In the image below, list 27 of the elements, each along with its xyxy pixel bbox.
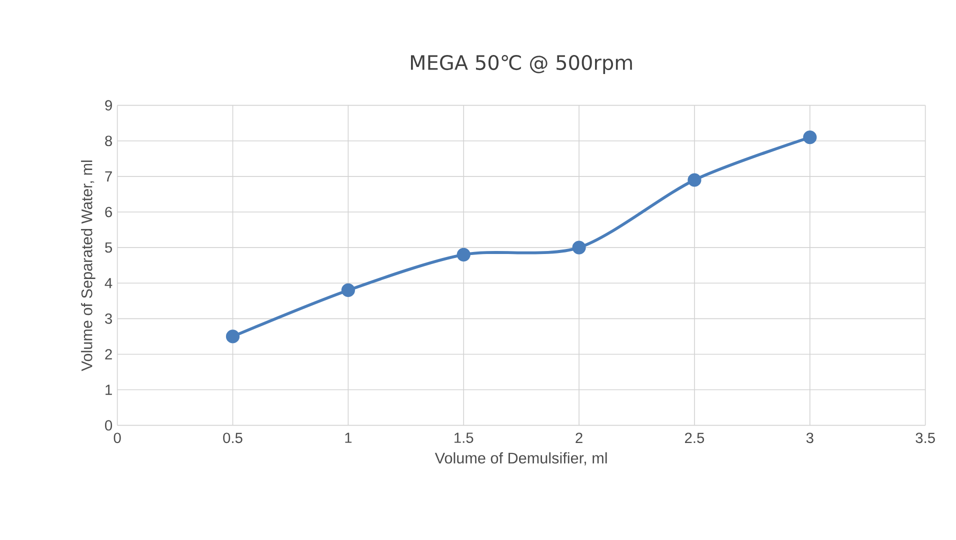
point: [688, 173, 702, 187]
y-tick-label: 7: [105, 171, 112, 182]
point: [341, 283, 355, 298]
y-tick-label: 5: [105, 242, 112, 253]
x-tick-label: 3.5: [916, 432, 935, 444]
x-tick-label: 3: [806, 432, 814, 444]
point: [572, 240, 586, 254]
x-tick-label: 1.5: [454, 432, 474, 443]
x-tick-label: 0: [114, 432, 121, 444]
x-tick-label: 2: [576, 432, 582, 443]
point: [226, 330, 240, 344]
y-tick-label: 8: [105, 136, 112, 146]
y-axis-title: Volume of Separated Water, ml: [81, 160, 96, 372]
y-tick-label: 0: [105, 420, 112, 431]
x-tick-label: 0.5: [223, 432, 242, 444]
x-axis-title: Volume of Demulsifier, ml: [434, 452, 607, 466]
y-tick-label: 1: [106, 384, 112, 395]
y-tick-label: 6: [105, 206, 112, 218]
y-tick-label: 3: [105, 313, 112, 324]
point: [456, 248, 470, 262]
point: [803, 130, 817, 144]
chart-title: MEGA 50℃ @ 500rpm: [410, 54, 632, 74]
y-tick-label: 9: [105, 100, 112, 111]
x-tick-label: 1: [345, 432, 352, 443]
y-tick-label: 2: [105, 349, 112, 360]
x-tick-label: 2.5: [685, 432, 704, 444]
y-tick-label: 4: [104, 278, 112, 288]
